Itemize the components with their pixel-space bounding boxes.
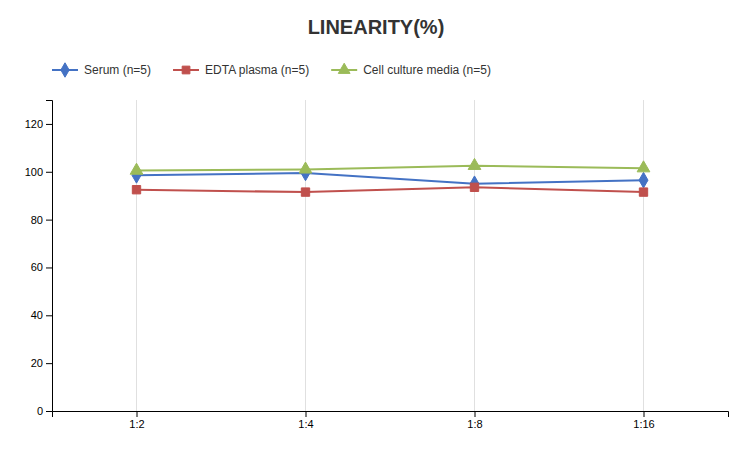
x-tick-label: 1:16 <box>633 418 654 430</box>
y-tick-label: 60 <box>31 261 43 273</box>
legend-label: Cell culture media (n=5) <box>363 63 491 77</box>
point <box>299 162 312 173</box>
y-tick-label: 80 <box>31 214 43 226</box>
legend-label: EDTA plasma (n=5) <box>205 63 309 77</box>
legend: Serum (n=5) EDTA plasma (n=5) Cell culture… <box>52 63 491 77</box>
series <box>132 165 648 191</box>
grid-line <box>136 100 137 411</box>
y-tick: 100 <box>25 166 52 178</box>
chart: LINEARITY(%) 1:2 1:4 1:8 1:16 0 20 40 60 80 100 120… <box>0 0 752 451</box>
y-tick-mark <box>46 267 52 268</box>
grid <box>137 100 644 411</box>
y-tick: 120 <box>25 118 52 130</box>
y-tick-mark <box>46 172 52 173</box>
y-axis-line <box>46 101 53 412</box>
x-tick-mark <box>306 411 307 417</box>
legend-symbol <box>338 63 350 73</box>
legend-label: Serum (n=5) <box>84 63 151 77</box>
series-line <box>137 173 644 184</box>
y-tick-label: 20 <box>31 357 43 369</box>
point <box>639 172 648 188</box>
x-tick-label: 1:4 <box>298 418 313 430</box>
y-tick: 40 <box>31 309 52 321</box>
y-tick-mark <box>46 315 52 316</box>
x-axis-line <box>53 412 729 418</box>
legend-item: EDTA plasma (n=5) <box>173 63 309 77</box>
x-tick-mark <box>137 411 138 417</box>
series-line <box>137 187 644 192</box>
y-tick: 80 <box>31 214 52 226</box>
point <box>130 163 143 174</box>
grid-line <box>305 100 306 411</box>
plot-area <box>130 158 650 196</box>
x-tick-label: 1:2 <box>129 418 144 430</box>
x-axis: 1:2 1:4 1:8 1:16 <box>53 411 729 430</box>
x-tick-mark <box>475 411 476 417</box>
y-tick-mark <box>46 363 52 364</box>
y-axis: 0 20 40 60 80 100 120 <box>25 101 53 418</box>
y-tick: 0 <box>37 405 52 417</box>
x-tick: 1:16 <box>633 411 654 430</box>
point <box>468 158 481 169</box>
x-tick: 1:2 <box>129 411 144 430</box>
legend-item: Serum (n=5) <box>52 63 151 77</box>
y-tick-label: 0 <box>37 405 43 417</box>
x-tick-mark <box>644 411 645 417</box>
x-tick: 1:4 <box>298 411 313 430</box>
point <box>470 183 478 191</box>
y-tick: 60 <box>31 261 52 273</box>
grid-line <box>643 100 644 411</box>
point <box>132 186 140 194</box>
legend-item: Cell culture media (n=5) <box>331 63 491 77</box>
title: LINEARITY(%) <box>308 16 445 38</box>
y-tick-label: 40 <box>31 309 43 321</box>
grid-line <box>474 100 475 411</box>
y-tick: 20 <box>31 357 52 369</box>
series <box>130 158 650 174</box>
y-tick-label: 120 <box>25 118 43 130</box>
x-tick: 1:8 <box>467 411 482 430</box>
y-tick-mark <box>46 411 52 412</box>
y-tick-label: 100 <box>25 166 43 178</box>
series <box>132 183 647 196</box>
point <box>637 161 650 172</box>
x-tick-label: 1:8 <box>467 418 482 430</box>
y-tick-mark <box>46 220 52 221</box>
point <box>301 188 309 196</box>
point <box>470 176 479 192</box>
y-tick-mark <box>46 124 52 125</box>
series-line <box>137 166 644 171</box>
point <box>639 188 647 196</box>
legend-symbol <box>182 66 190 74</box>
legend-symbol <box>61 63 69 77</box>
